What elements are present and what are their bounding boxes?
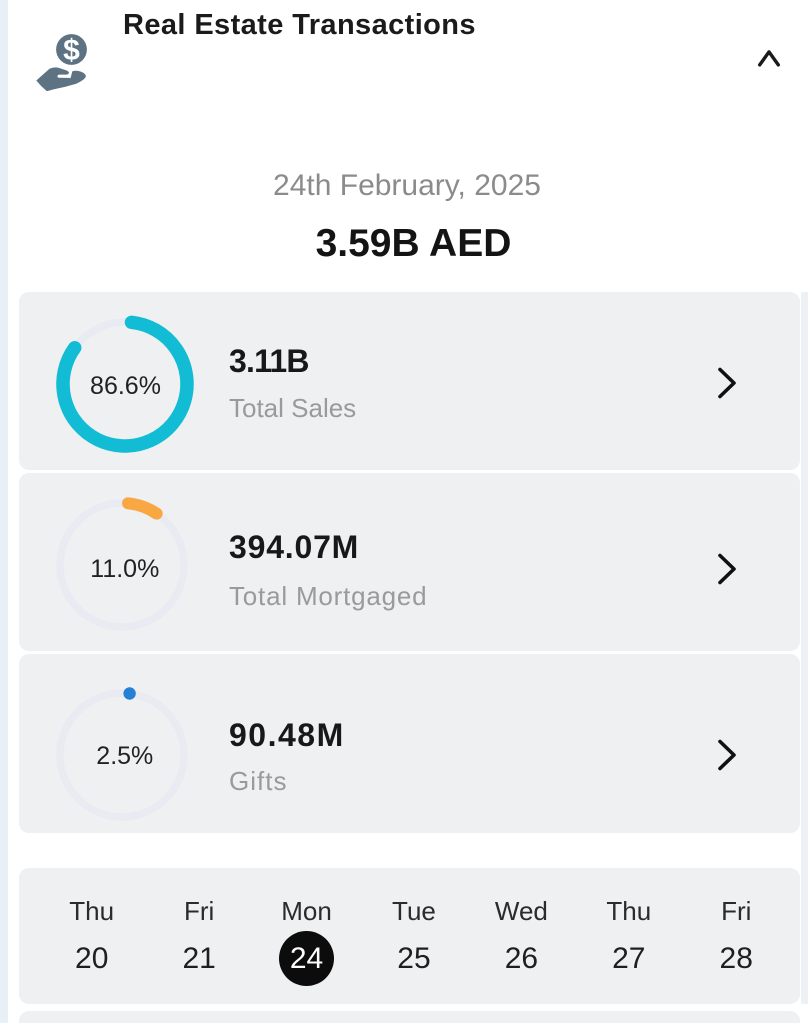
svg-text:$: $	[63, 34, 80, 67]
